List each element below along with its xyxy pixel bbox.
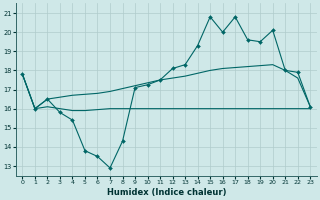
X-axis label: Humidex (Indice chaleur): Humidex (Indice chaleur) <box>107 188 226 197</box>
